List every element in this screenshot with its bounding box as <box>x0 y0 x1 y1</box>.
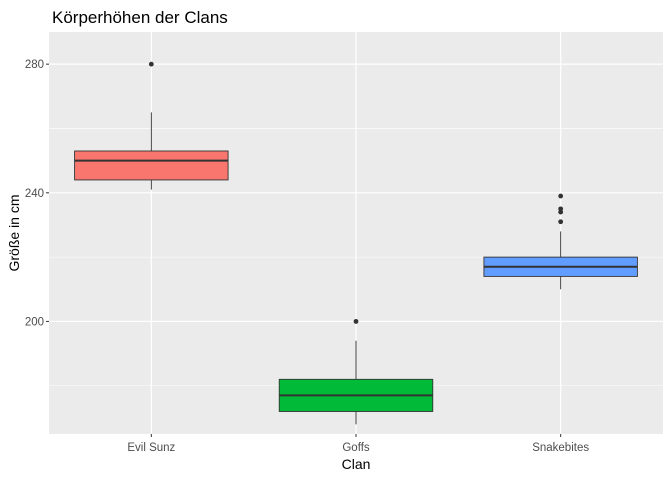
x-tick-label: Snakebites <box>532 442 589 454</box>
x-axis-title: Clan <box>342 456 371 472</box>
box-snakebites <box>483 193 638 290</box>
y-tick-label: 200 <box>25 316 44 328</box>
box-series <box>74 61 638 425</box>
y-axis-ticks: 200 240 280 <box>25 59 49 328</box>
y-tick-label: 280 <box>25 59 44 71</box>
x-tick-label: Evil Sunz <box>127 442 175 454</box>
chart-title: Körperhöhen der Clans <box>52 8 228 27</box>
x-tick-label: Goffs <box>342 442 370 454</box>
outlier-point <box>558 206 564 212</box>
outlier-point <box>558 219 564 225</box>
x-axis-ticks: Evil Sunz Goffs Snakebites <box>127 434 589 454</box>
box-iqr <box>74 150 229 181</box>
y-axis-title: Größe in cm <box>6 194 22 271</box>
outlier-point <box>353 319 359 324</box>
y-tick-label: 240 <box>25 188 44 200</box>
box-evil-sunz <box>74 61 229 190</box>
outlier-point <box>558 193 564 199</box>
outlier-point <box>148 61 154 67</box>
box-goffs <box>278 319 434 425</box>
